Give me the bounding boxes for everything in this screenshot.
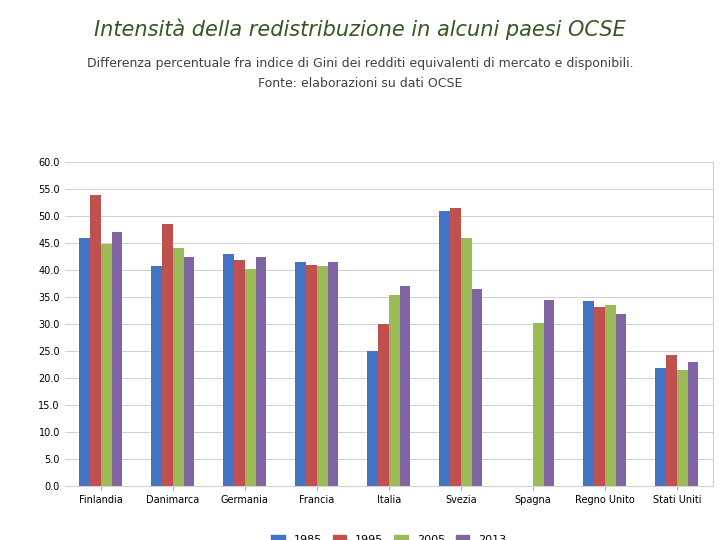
- Bar: [184, 256, 194, 486]
- Text: Differenza percentuale fra indice di Gini dei redditi equivalenti di mercato e d: Differenza percentuale fra indice di Gin…: [86, 57, 634, 70]
- Bar: [400, 286, 410, 486]
- Bar: [594, 307, 605, 486]
- Bar: [655, 368, 666, 486]
- Bar: [378, 324, 389, 486]
- Bar: [688, 362, 698, 486]
- Bar: [544, 300, 554, 486]
- Bar: [616, 314, 626, 486]
- Bar: [173, 248, 184, 486]
- Bar: [162, 224, 173, 486]
- Bar: [583, 301, 594, 486]
- Bar: [389, 295, 400, 486]
- Bar: [151, 266, 162, 486]
- Bar: [223, 254, 234, 486]
- Bar: [112, 232, 122, 486]
- Text: Intensità della redistribuzione in alcuni paesi OCSE: Intensità della redistribuzione in alcun…: [94, 19, 626, 40]
- Bar: [79, 238, 90, 486]
- Bar: [295, 262, 306, 486]
- Bar: [256, 256, 266, 486]
- Bar: [101, 244, 112, 486]
- Bar: [461, 238, 472, 486]
- Bar: [472, 289, 482, 486]
- Bar: [306, 265, 317, 486]
- Legend: 1985, 1995, 2005, 2013: 1985, 1995, 2005, 2013: [267, 530, 510, 540]
- Bar: [666, 355, 677, 486]
- Bar: [234, 260, 245, 486]
- Bar: [328, 262, 338, 486]
- Bar: [533, 323, 544, 486]
- Bar: [605, 305, 616, 486]
- Bar: [245, 269, 256, 486]
- Bar: [450, 208, 461, 486]
- Bar: [317, 266, 328, 486]
- Bar: [90, 195, 101, 486]
- Bar: [677, 370, 688, 486]
- Bar: [367, 351, 378, 486]
- Text: Fonte: elaborazioni su dati OCSE: Fonte: elaborazioni su dati OCSE: [258, 77, 462, 90]
- Bar: [439, 211, 450, 486]
